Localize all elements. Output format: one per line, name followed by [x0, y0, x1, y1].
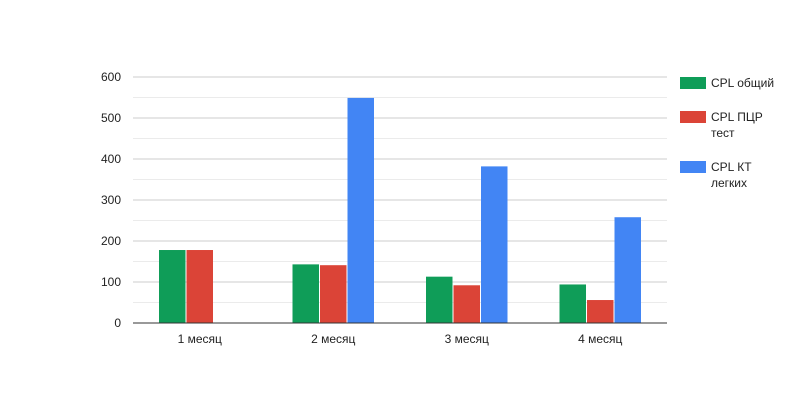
bars	[159, 97, 641, 323]
bar-3-3	[481, 166, 508, 323]
legend-label: тест	[711, 126, 735, 140]
x-tick-label: 1 месяц	[178, 332, 222, 346]
x-tick-label: 3 месяц	[445, 332, 489, 346]
y-tick-label: 400	[101, 152, 121, 166]
y-tick-label: 600	[101, 70, 121, 84]
y-tick-label: 300	[101, 193, 121, 207]
grid-lines	[133, 76, 667, 303]
y-tick-label: 100	[101, 275, 121, 289]
bar-3-4	[614, 217, 641, 323]
bar-1-4	[559, 284, 586, 323]
legend-label: CPL КТ	[711, 160, 752, 174]
legend: CPL общий CPL ПЦР тест CPL КТ легких	[680, 76, 774, 190]
legend-item-2: CPL ПЦР тест	[680, 110, 763, 140]
legend-swatch	[680, 111, 706, 123]
legend-label: легких	[711, 176, 747, 190]
legend-swatch	[680, 161, 706, 173]
legend-label: CPL ПЦР	[711, 110, 763, 124]
legend-item-3: CPL КТ легких	[680, 160, 752, 190]
bar-2-4	[587, 300, 614, 323]
bar-2-3	[453, 285, 480, 323]
legend-item-1: CPL общий	[680, 76, 774, 90]
x-tick-label: 4 месяц	[578, 332, 622, 346]
legend-label: CPL общий	[711, 76, 774, 90]
x-axis-tick-labels: 1 месяц 2 месяц 3 месяц 4 месяц	[178, 332, 623, 346]
bar-3-2	[347, 97, 374, 323]
y-axis-tick-labels: 0 100 200 300 400 500 600	[101, 70, 121, 330]
bar-2-2	[320, 265, 347, 323]
y-tick-label: 500	[101, 111, 121, 125]
y-tick-label: 200	[101, 234, 121, 248]
bar-1-2	[292, 264, 319, 323]
legend-swatch	[680, 77, 706, 89]
x-tick-label: 2 месяц	[311, 332, 355, 346]
bar-2-1	[186, 250, 213, 323]
y-tick-label: 0	[114, 316, 121, 330]
bar-1-3	[426, 276, 453, 323]
bar-1-1	[159, 250, 186, 323]
